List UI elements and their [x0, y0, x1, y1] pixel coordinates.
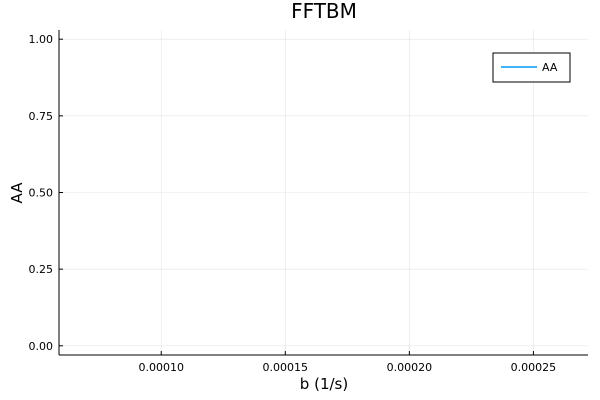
x-tick-label: 0.00015 [263, 361, 309, 374]
chart-title: FFTBM [291, 0, 357, 23]
x-tick-label: 0.00020 [387, 361, 433, 374]
y-tick-label: 1.00 [29, 33, 54, 46]
x-axis-label: b (1/s) [300, 375, 348, 393]
legend: AA [492, 52, 571, 83]
x-tick-label: 0.00025 [511, 361, 557, 374]
x-tick-label: 0.00010 [138, 361, 184, 374]
y-tick-label: 0.00 [29, 340, 54, 353]
grid [59, 30, 588, 355]
y-axis-label: AA [8, 182, 26, 204]
legend-label-aa: AA [542, 61, 558, 74]
ticks: 0.00010 0.00015 0.00020 0.00025 0.00 0.25 0.50… [29, 33, 557, 374]
y-tick-label: 0.50 [29, 187, 54, 200]
y-tick-label: 0.75 [29, 110, 54, 123]
y-tick-label: 0.25 [29, 263, 54, 276]
